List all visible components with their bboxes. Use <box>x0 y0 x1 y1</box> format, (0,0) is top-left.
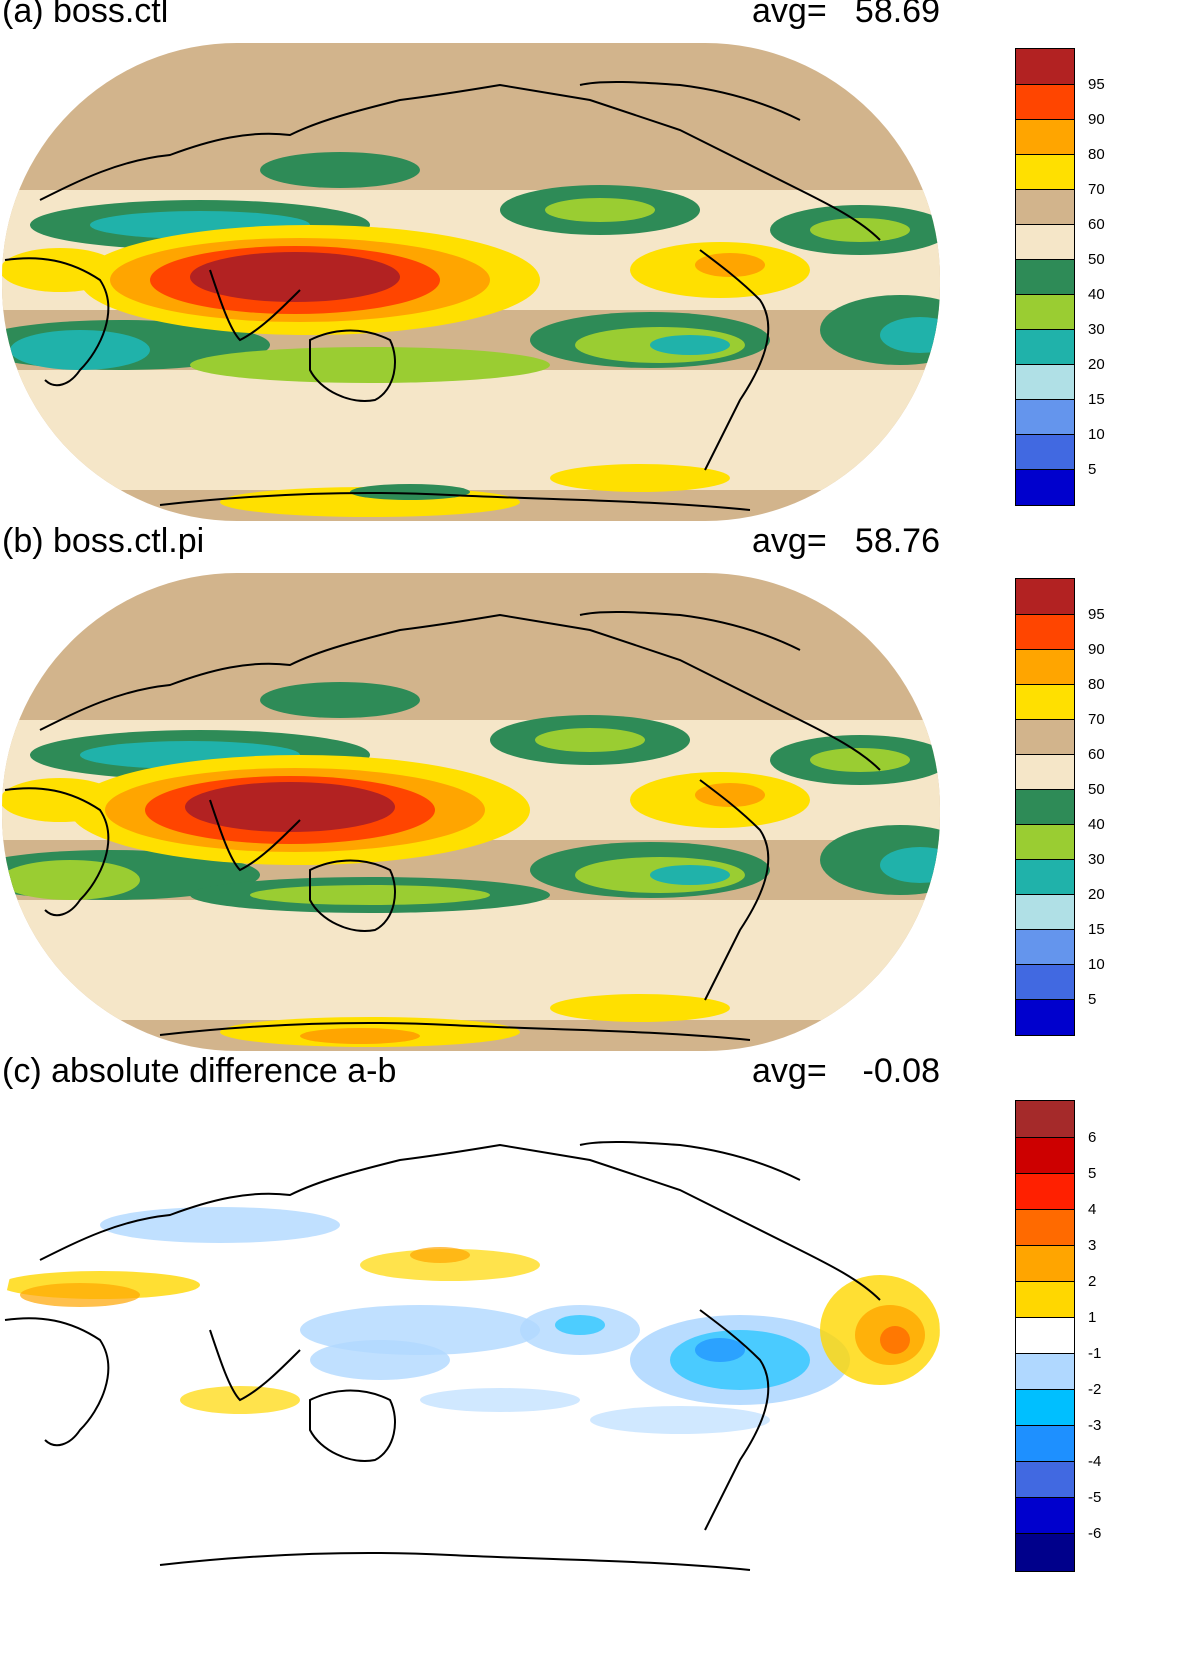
colorbar <box>1015 48 1075 506</box>
colorbar-swatch <box>1016 1497 1074 1534</box>
colorbar-label: 80 <box>1088 146 1105 163</box>
colorbar-label: 40 <box>1088 286 1105 303</box>
colorbar-label: -1 <box>1088 1345 1102 1362</box>
panel-title: (b) boss.ctl.pi <box>2 522 205 560</box>
colorbar-swatch <box>1016 189 1074 225</box>
colorbar-label: 80 <box>1088 676 1105 693</box>
avg-label: avg= <box>752 0 827 30</box>
colorbar-label: 70 <box>1088 711 1105 728</box>
colorbar-label: 5 <box>1088 461 1097 478</box>
colorbar-swatch <box>1016 859 1074 895</box>
colorbar-label: 5 <box>1088 991 1097 1008</box>
colorbar-swatch <box>1016 1209 1074 1246</box>
colorbar-swatch <box>1016 259 1074 295</box>
colorbar-swatch <box>1016 1389 1074 1426</box>
colorbar-swatch <box>1016 824 1074 860</box>
panel-c: (c) absolute difference a-b avg= -0.08 <box>0 1052 1183 1590</box>
colorbar-label: 3 <box>1088 1237 1097 1254</box>
coastlines <box>4 610 881 1041</box>
colorbar-label: 10 <box>1088 956 1105 973</box>
colorbar-swatch <box>1016 119 1074 155</box>
avg-label: avg= <box>752 1052 827 1090</box>
colorbar-label: 15 <box>1088 921 1105 938</box>
colorbar-label: 90 <box>1088 111 1105 128</box>
colorbar-swatch <box>1016 84 1074 120</box>
colorbar-swatch <box>1016 154 1074 190</box>
colorbar-swatch <box>1016 294 1074 330</box>
colorbar-swatch <box>1016 469 1074 505</box>
colorbar-swatch <box>1016 1353 1074 1390</box>
colorbar-label: 5 <box>1088 1165 1097 1182</box>
colorbar-swatch <box>1016 434 1074 470</box>
colorbar-swatch <box>1016 614 1074 650</box>
colorbar-label: 30 <box>1088 321 1105 338</box>
colorbar-label: 95 <box>1088 606 1105 623</box>
colorbar-label: 50 <box>1088 781 1105 798</box>
colorbar-label: 20 <box>1088 886 1105 903</box>
colorbar-swatch <box>1016 399 1074 435</box>
avg-value: 58.76 <box>854 522 940 560</box>
colorbar-swatch <box>1016 579 1074 615</box>
panel-title: (c) absolute difference a-b <box>2 1052 397 1090</box>
avg-value: 58.69 <box>854 0 940 30</box>
field-map <box>2 43 940 521</box>
colorbar-swatch <box>1016 1101 1074 1138</box>
colorbar-swatch <box>1016 1461 1074 1498</box>
colorbar-swatch <box>1016 1173 1074 1210</box>
colorbar-label: 4 <box>1088 1201 1097 1218</box>
colorbar-label: -2 <box>1088 1381 1102 1398</box>
colorbar-label: 20 <box>1088 356 1105 373</box>
colorbar-label: 40 <box>1088 816 1105 833</box>
field-map <box>2 573 940 1051</box>
colorbar-swatch <box>1016 999 1074 1035</box>
colorbar-label: 30 <box>1088 851 1105 868</box>
colorbar-label: -4 <box>1088 1453 1102 1470</box>
colorbar-swatch <box>1016 754 1074 790</box>
colorbar-label: -6 <box>1088 1525 1102 1542</box>
colorbar-label: 1 <box>1088 1309 1097 1326</box>
colorbar-swatch <box>1016 1317 1074 1354</box>
panel-a: (a) boss.ctl avg= 58.69 <box>0 0 1183 530</box>
difference-map <box>2 1103 940 1581</box>
colorbar-label: 90 <box>1088 641 1105 658</box>
colorbar-label: 10 <box>1088 426 1105 443</box>
colorbar-swatch <box>1016 329 1074 365</box>
colorbar-swatch <box>1016 1137 1074 1174</box>
colorbar-label: 2 <box>1088 1273 1097 1290</box>
colorbar-label: 15 <box>1088 391 1105 408</box>
colorbar-swatch <box>1016 364 1074 400</box>
colorbar-swatch <box>1016 1281 1074 1318</box>
colorbar-label: 95 <box>1088 76 1105 93</box>
colorbar-swatch <box>1016 1533 1074 1571</box>
colorbar-swatch <box>1016 1245 1074 1282</box>
colorbar-swatch <box>1016 929 1074 965</box>
colorbar-label: 50 <box>1088 251 1105 268</box>
colorbar-swatch <box>1016 964 1074 1000</box>
colorbar <box>1015 578 1075 1036</box>
panel-title: (a) boss.ctl <box>2 0 169 30</box>
panel-b: (b) boss.ctl.pi avg= 58.76 <box>0 522 1183 1060</box>
colorbar-label: 60 <box>1088 746 1105 763</box>
colorbar-swatch <box>1016 649 1074 685</box>
avg-value: -0.08 <box>862 1052 941 1090</box>
colorbar-label: 6 <box>1088 1129 1097 1146</box>
colorbar-swatch <box>1016 49 1074 85</box>
colorbar-swatch <box>1016 719 1074 755</box>
colorbar-swatch <box>1016 789 1074 825</box>
colorbar-swatch <box>1016 224 1074 260</box>
colorbar-label: 70 <box>1088 181 1105 198</box>
colorbar <box>1015 1100 1075 1572</box>
colorbar-swatch <box>1016 1425 1074 1462</box>
colorbar-label: -3 <box>1088 1417 1102 1434</box>
coastlines <box>4 1140 881 1571</box>
colorbar-swatch <box>1016 684 1074 720</box>
colorbar-label: -5 <box>1088 1489 1102 1506</box>
coastlines <box>4 80 881 511</box>
avg-label: avg= <box>752 522 827 560</box>
colorbar-label: 60 <box>1088 216 1105 233</box>
colorbar-swatch <box>1016 894 1074 930</box>
